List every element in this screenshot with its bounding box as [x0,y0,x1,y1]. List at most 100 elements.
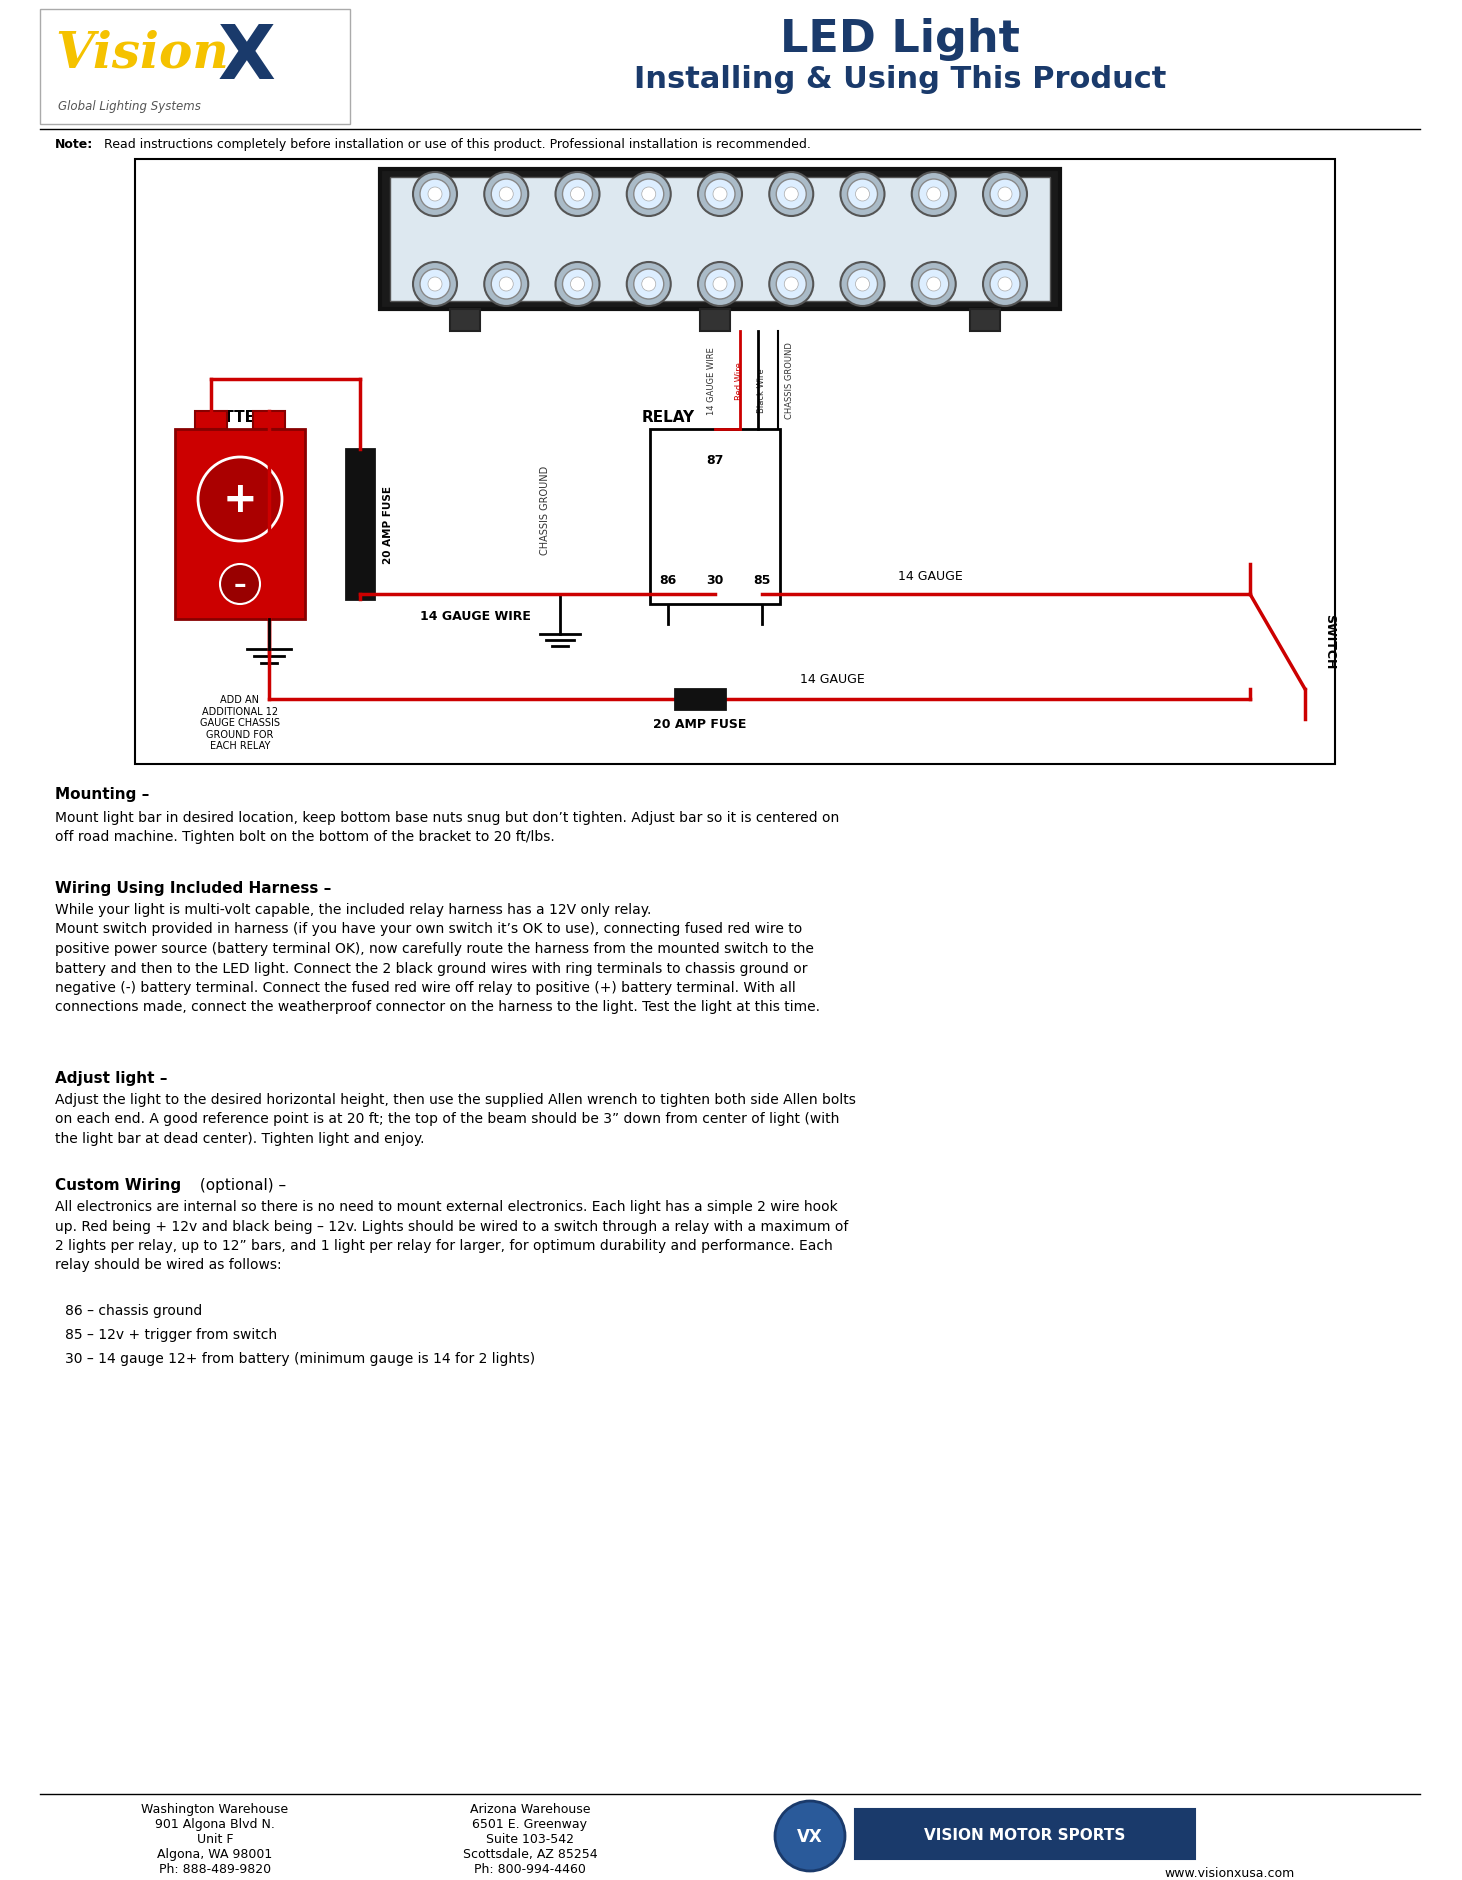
Circle shape [912,173,956,216]
Text: RELAY: RELAY [642,410,694,425]
Text: BATTERY: BATTERY [202,410,278,425]
Circle shape [990,180,1020,211]
Text: CHASSIS GROUND: CHASSIS GROUND [539,464,550,555]
Text: ADD AN
ADDITIONAL 12
GAUGE CHASSIS
GROUND FOR
EACH RELAY: ADD AN ADDITIONAL 12 GAUGE CHASSIS GROUN… [200,694,281,750]
Circle shape [491,180,522,211]
Text: 14 GAUGE: 14 GAUGE [898,570,962,583]
Circle shape [990,271,1020,299]
Text: Read instructions completely before installation or use of this product. Profess: Read instructions completely before inst… [99,137,811,150]
Text: VISION MOTOR SPORTS: VISION MOTOR SPORTS [924,1827,1126,1842]
Circle shape [563,180,592,211]
Circle shape [713,278,727,291]
Text: 86 – chassis ground: 86 – chassis ground [64,1303,202,1318]
Circle shape [570,278,585,291]
Circle shape [999,278,1012,291]
Text: Note:: Note: [56,137,94,150]
Text: CHASSIS GROUND: CHASSIS GROUND [785,342,794,419]
Circle shape [484,263,528,306]
Text: www.visionxusa.com
Page 1 of 2: www.visionxusa.com Page 1 of 2 [1165,1867,1295,1880]
Text: 20 AMP FUSE: 20 AMP FUSE [383,485,393,564]
Text: 86: 86 [659,573,677,587]
Circle shape [841,173,885,216]
Bar [346,449,374,600]
Text: 85 – 12v + trigger from switch: 85 – 12v + trigger from switch [64,1327,278,1340]
Circle shape [697,263,743,306]
Text: 85: 85 [753,573,770,587]
Circle shape [642,278,656,291]
Circle shape [499,188,513,201]
Bar [450,310,480,333]
Circle shape [484,173,528,216]
Text: Arizona Warehouse
6501 E. Greenway
Suite 103-542
Scottsdale, AZ 85254
Ph: 800-99: Arizona Warehouse 6501 E. Greenway Suite… [462,1803,598,1874]
Bar [390,179,1050,303]
Bar [135,160,1335,765]
Text: 87: 87 [706,453,724,466]
Circle shape [775,1801,845,1871]
Circle shape [412,173,458,216]
Circle shape [633,180,664,211]
Bar [855,1809,1194,1859]
Circle shape [982,173,1026,216]
Circle shape [705,180,735,211]
Circle shape [927,278,940,291]
Circle shape [219,564,260,605]
Circle shape [848,180,877,211]
Circle shape [642,188,656,201]
Text: Washington Warehouse
901 Algona Blvd N.
Unit F
Algona, WA 98001
Ph: 888-489-9820: Washington Warehouse 901 Algona Blvd N. … [142,1803,288,1874]
Circle shape [420,180,450,211]
Circle shape [769,263,813,306]
Circle shape [420,271,450,299]
Text: 14 GAUGE WIRE: 14 GAUGE WIRE [420,609,531,622]
Circle shape [918,271,949,299]
Circle shape [570,188,585,201]
Circle shape [556,173,599,216]
Text: VX: VX [797,1827,823,1844]
Text: Mount light bar in desired location, keep bottom base nuts snug but don’t tighte: Mount light bar in desired location, kee… [56,810,839,844]
Bar [253,412,285,431]
Bar [675,690,725,709]
Text: +: + [222,479,257,521]
Circle shape [855,188,870,201]
Text: Wiring Using Included Harness –: Wiring Using Included Harness – [56,880,332,895]
Bar [380,169,1060,310]
Circle shape [428,278,442,291]
Text: –: – [234,573,246,596]
Circle shape [784,278,798,291]
Circle shape [927,188,940,201]
Bar [700,310,730,333]
Text: Installing & Using This Product: Installing & Using This Product [635,66,1167,94]
Text: Adjust light –: Adjust light – [56,1070,168,1085]
Circle shape [912,263,956,306]
Text: Global Lighting Systems: Global Lighting Systems [58,100,200,113]
Text: While your light is multi-volt capable, the included relay harness has a 12V onl: While your light is multi-volt capable, … [56,902,820,1013]
Circle shape [776,271,806,299]
Circle shape [999,188,1012,201]
Text: 14 GAUGE: 14 GAUGE [800,673,864,686]
Text: Mounting –: Mounting – [56,786,149,801]
Text: Adjust the light to the desired horizontal height, then use the supplied Allen w: Adjust the light to the desired horizont… [56,1092,855,1145]
Text: 14 GAUGE WIRE: 14 GAUGE WIRE [708,348,716,415]
Text: 20 AMP FUSE: 20 AMP FUSE [654,718,747,731]
Circle shape [776,180,806,211]
Bar [39,9,349,124]
Circle shape [499,278,513,291]
Circle shape [428,188,442,201]
Circle shape [556,263,599,306]
Text: 30: 30 [706,573,724,587]
Circle shape [784,188,798,201]
Circle shape [627,173,671,216]
Circle shape [918,180,949,211]
Circle shape [697,173,743,216]
Text: Vision: Vision [56,30,228,79]
Circle shape [855,278,870,291]
Circle shape [982,263,1026,306]
Text: LED Light: LED Light [781,19,1020,60]
Bar [175,431,306,620]
Bar [194,412,227,431]
Circle shape [197,457,282,541]
Text: Red Wire: Red Wire [735,361,744,400]
Text: Black Wire: Black Wire [756,368,766,414]
Circle shape [705,271,735,299]
Circle shape [627,263,671,306]
Text: (optional) –: (optional) – [194,1177,287,1192]
